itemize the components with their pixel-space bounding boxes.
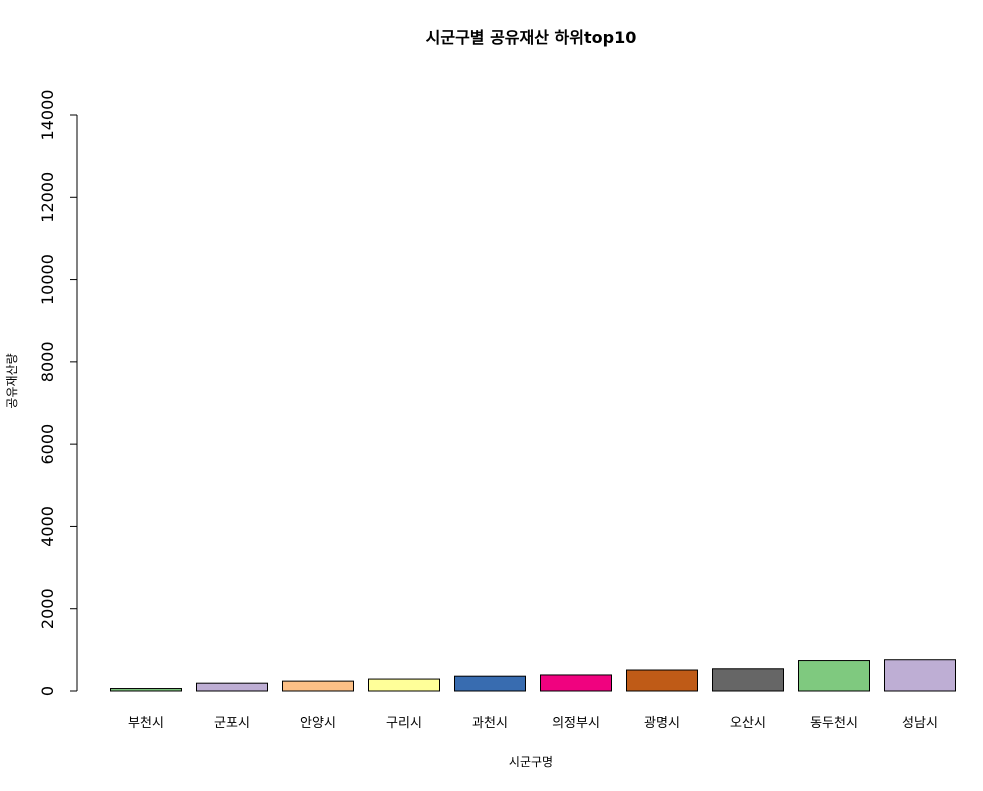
bar bbox=[454, 675, 526, 692]
y-tick-label: 0 bbox=[38, 686, 57, 696]
bars bbox=[110, 659, 956, 692]
bar bbox=[540, 674, 612, 692]
chart-title: 시군구별 공유재산 하위top10 bbox=[426, 28, 637, 47]
x-tick-label: 광명시 bbox=[644, 716, 680, 731]
x-tick-label: 동두천시 bbox=[810, 716, 858, 731]
y-tick-label: 4000 bbox=[38, 506, 57, 547]
x-tick-labels: 부천시 군포시 안양시 구리시 과천시 의정부시 광명시 오산시 동두천시 성남시 bbox=[128, 716, 938, 731]
y-tick-label: 2000 bbox=[38, 588, 57, 629]
x-axis-label: 시군구명 bbox=[509, 755, 553, 769]
y-tick-label: 14000 bbox=[38, 90, 57, 141]
y-tick-label: 6000 bbox=[38, 424, 57, 465]
bar bbox=[712, 668, 784, 692]
x-tick-label: 군포시 bbox=[214, 716, 250, 731]
bar bbox=[884, 659, 956, 692]
y-axis-label: 공유재산량 bbox=[5, 353, 19, 408]
bar bbox=[282, 680, 354, 692]
bar bbox=[798, 660, 870, 692]
y-tick-label: 8000 bbox=[38, 341, 57, 382]
x-tick-label: 성남시 bbox=[902, 716, 938, 731]
y-axis: 0 2000 4000 6000 8000 10000 12000 14000 bbox=[38, 90, 78, 696]
bar bbox=[626, 669, 698, 692]
bar bbox=[110, 688, 182, 692]
y-tick-label: 10000 bbox=[38, 254, 57, 305]
x-tick-label: 오산시 bbox=[730, 716, 766, 731]
x-tick-label: 구리시 bbox=[386, 716, 422, 731]
bar bbox=[368, 678, 440, 692]
y-tick-label: 12000 bbox=[38, 172, 57, 223]
x-tick-label: 의정부시 bbox=[552, 716, 600, 731]
x-tick-label: 부천시 bbox=[128, 716, 164, 731]
x-tick-label: 과천시 bbox=[472, 716, 508, 731]
x-tick-label: 안양시 bbox=[300, 716, 336, 731]
bar bbox=[196, 682, 268, 692]
